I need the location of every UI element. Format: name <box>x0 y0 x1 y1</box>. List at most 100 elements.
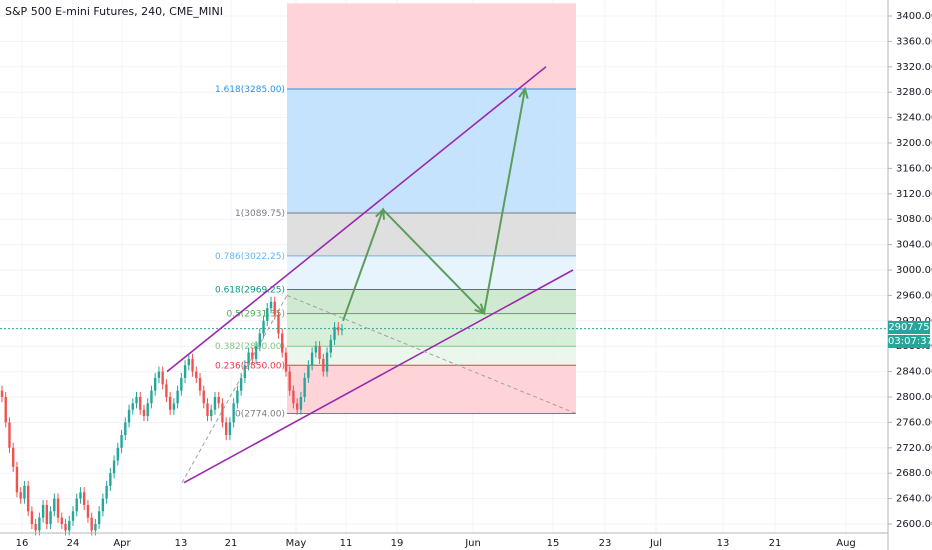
fib-levels: 0(2774.00) 0.236(2850.00) 0.382(2880.00) 0.… <box>215 85 576 420</box>
candle-body <box>109 473 112 486</box>
x-tick-label: 19 <box>391 538 404 549</box>
candle-body <box>34 524 37 531</box>
candle-body <box>19 492 22 499</box>
candle-body <box>228 422 232 436</box>
candle-body <box>288 371 291 391</box>
candle-body <box>30 511 34 524</box>
candle-body <box>153 377 157 391</box>
candle-body <box>333 327 336 340</box>
candle-body <box>127 409 131 423</box>
y-tick-label: 3320.00 <box>896 62 932 73</box>
y-tick-label: 3120.00 <box>896 189 932 200</box>
candle-body <box>329 339 332 353</box>
candle-body <box>217 397 220 404</box>
candle-body <box>337 327 340 331</box>
candle-body <box>251 352 254 359</box>
candle-body <box>183 365 187 378</box>
channel-lower-line <box>183 269 574 484</box>
candle-body <box>269 301 273 309</box>
candle-body <box>176 390 179 404</box>
y-tick-label: 3080.00 <box>896 214 932 225</box>
y-tick-label: 3400.00 <box>896 11 932 22</box>
zone-0618-0786 <box>287 255 576 290</box>
fib-label: 1(3089.75) <box>235 209 285 219</box>
zone-05-0618 <box>287 289 576 314</box>
candle-body <box>97 511 101 524</box>
fib-label: 0.5(2931.35) <box>226 310 285 320</box>
candle-body <box>172 403 176 410</box>
candle-body <box>124 422 127 436</box>
fib-label: 1.618(3285.00) <box>215 85 285 95</box>
candle-body <box>64 524 67 531</box>
candle-body <box>322 358 325 372</box>
y-tick-label: 2800.00 <box>896 392 932 403</box>
x-tick-label: Apr <box>113 538 131 549</box>
candle-body <box>303 377 306 397</box>
candle-body <box>168 397 172 410</box>
candle-body <box>314 346 318 353</box>
y-tick-label: 2640.00 <box>896 494 932 505</box>
candle-body <box>0 390 4 397</box>
candle-body <box>131 403 134 410</box>
candle-body <box>101 498 105 512</box>
candle-body <box>75 498 78 512</box>
candle-body <box>157 371 161 378</box>
candle-body <box>191 358 194 372</box>
candle-body <box>213 397 217 410</box>
candle-body <box>210 409 213 417</box>
candle-body <box>299 397 303 410</box>
candle-body <box>247 352 250 366</box>
candle-body <box>56 498 60 518</box>
candle-body <box>307 365 310 378</box>
y-tick-label: 2960.00 <box>896 290 932 301</box>
candle-body <box>258 333 262 347</box>
x-tick-label: 21 <box>769 538 782 549</box>
zone-0-0236 <box>287 365 576 414</box>
y-tick-label: 3000.00 <box>896 265 932 276</box>
candle-body <box>45 504 49 524</box>
candle-body <box>23 485 26 499</box>
candle-body <box>68 520 71 531</box>
candle-body <box>273 301 276 315</box>
candle-body <box>120 435 123 448</box>
candle-body <box>8 422 11 448</box>
dashed-trend-line <box>286 294 577 414</box>
y-tick-label: 3200.00 <box>896 138 932 149</box>
candle-body <box>266 308 269 321</box>
candle-body <box>71 511 75 521</box>
y-tick-label: 2840.00 <box>896 367 932 378</box>
candle-body <box>187 358 191 366</box>
candle-body <box>165 384 168 397</box>
candle-body <box>26 485 30 512</box>
fib-label: 0(2774.00) <box>235 410 285 420</box>
candle-body <box>142 409 146 417</box>
candle-body <box>318 346 321 359</box>
y-tick-label: 2600.00 <box>896 519 932 530</box>
candle-body <box>292 390 295 404</box>
x-tick-label: Jul <box>649 538 662 549</box>
candle-body <box>146 403 149 417</box>
drawings <box>0 66 888 484</box>
candle-body <box>161 371 164 385</box>
candle-body <box>86 504 90 518</box>
candle-body <box>221 403 224 423</box>
zone-0236-0382 <box>287 346 576 366</box>
countdown-badge: 03:07:37 <box>888 335 932 348</box>
y-tick-label: 3240.00 <box>896 113 932 124</box>
candle-body <box>60 517 63 524</box>
candle-body <box>53 498 56 512</box>
candle-body <box>232 403 235 423</box>
x-tick-label: 24 <box>67 538 80 549</box>
dashed-fib-anchor <box>181 295 288 483</box>
x-tick-label: 21 <box>225 538 238 549</box>
x-tick-label: Jun <box>464 538 481 549</box>
fib-zones <box>287 3 576 414</box>
fib-label: 0.382(2880.00) <box>215 342 285 352</box>
fib-label: 0.786(3022.25) <box>215 252 285 262</box>
candle-body <box>224 422 228 436</box>
x-tick-label: May <box>286 538 307 549</box>
candle-body <box>49 511 52 524</box>
candle-body <box>198 377 202 391</box>
x-tick-label: 23 <box>599 538 612 549</box>
